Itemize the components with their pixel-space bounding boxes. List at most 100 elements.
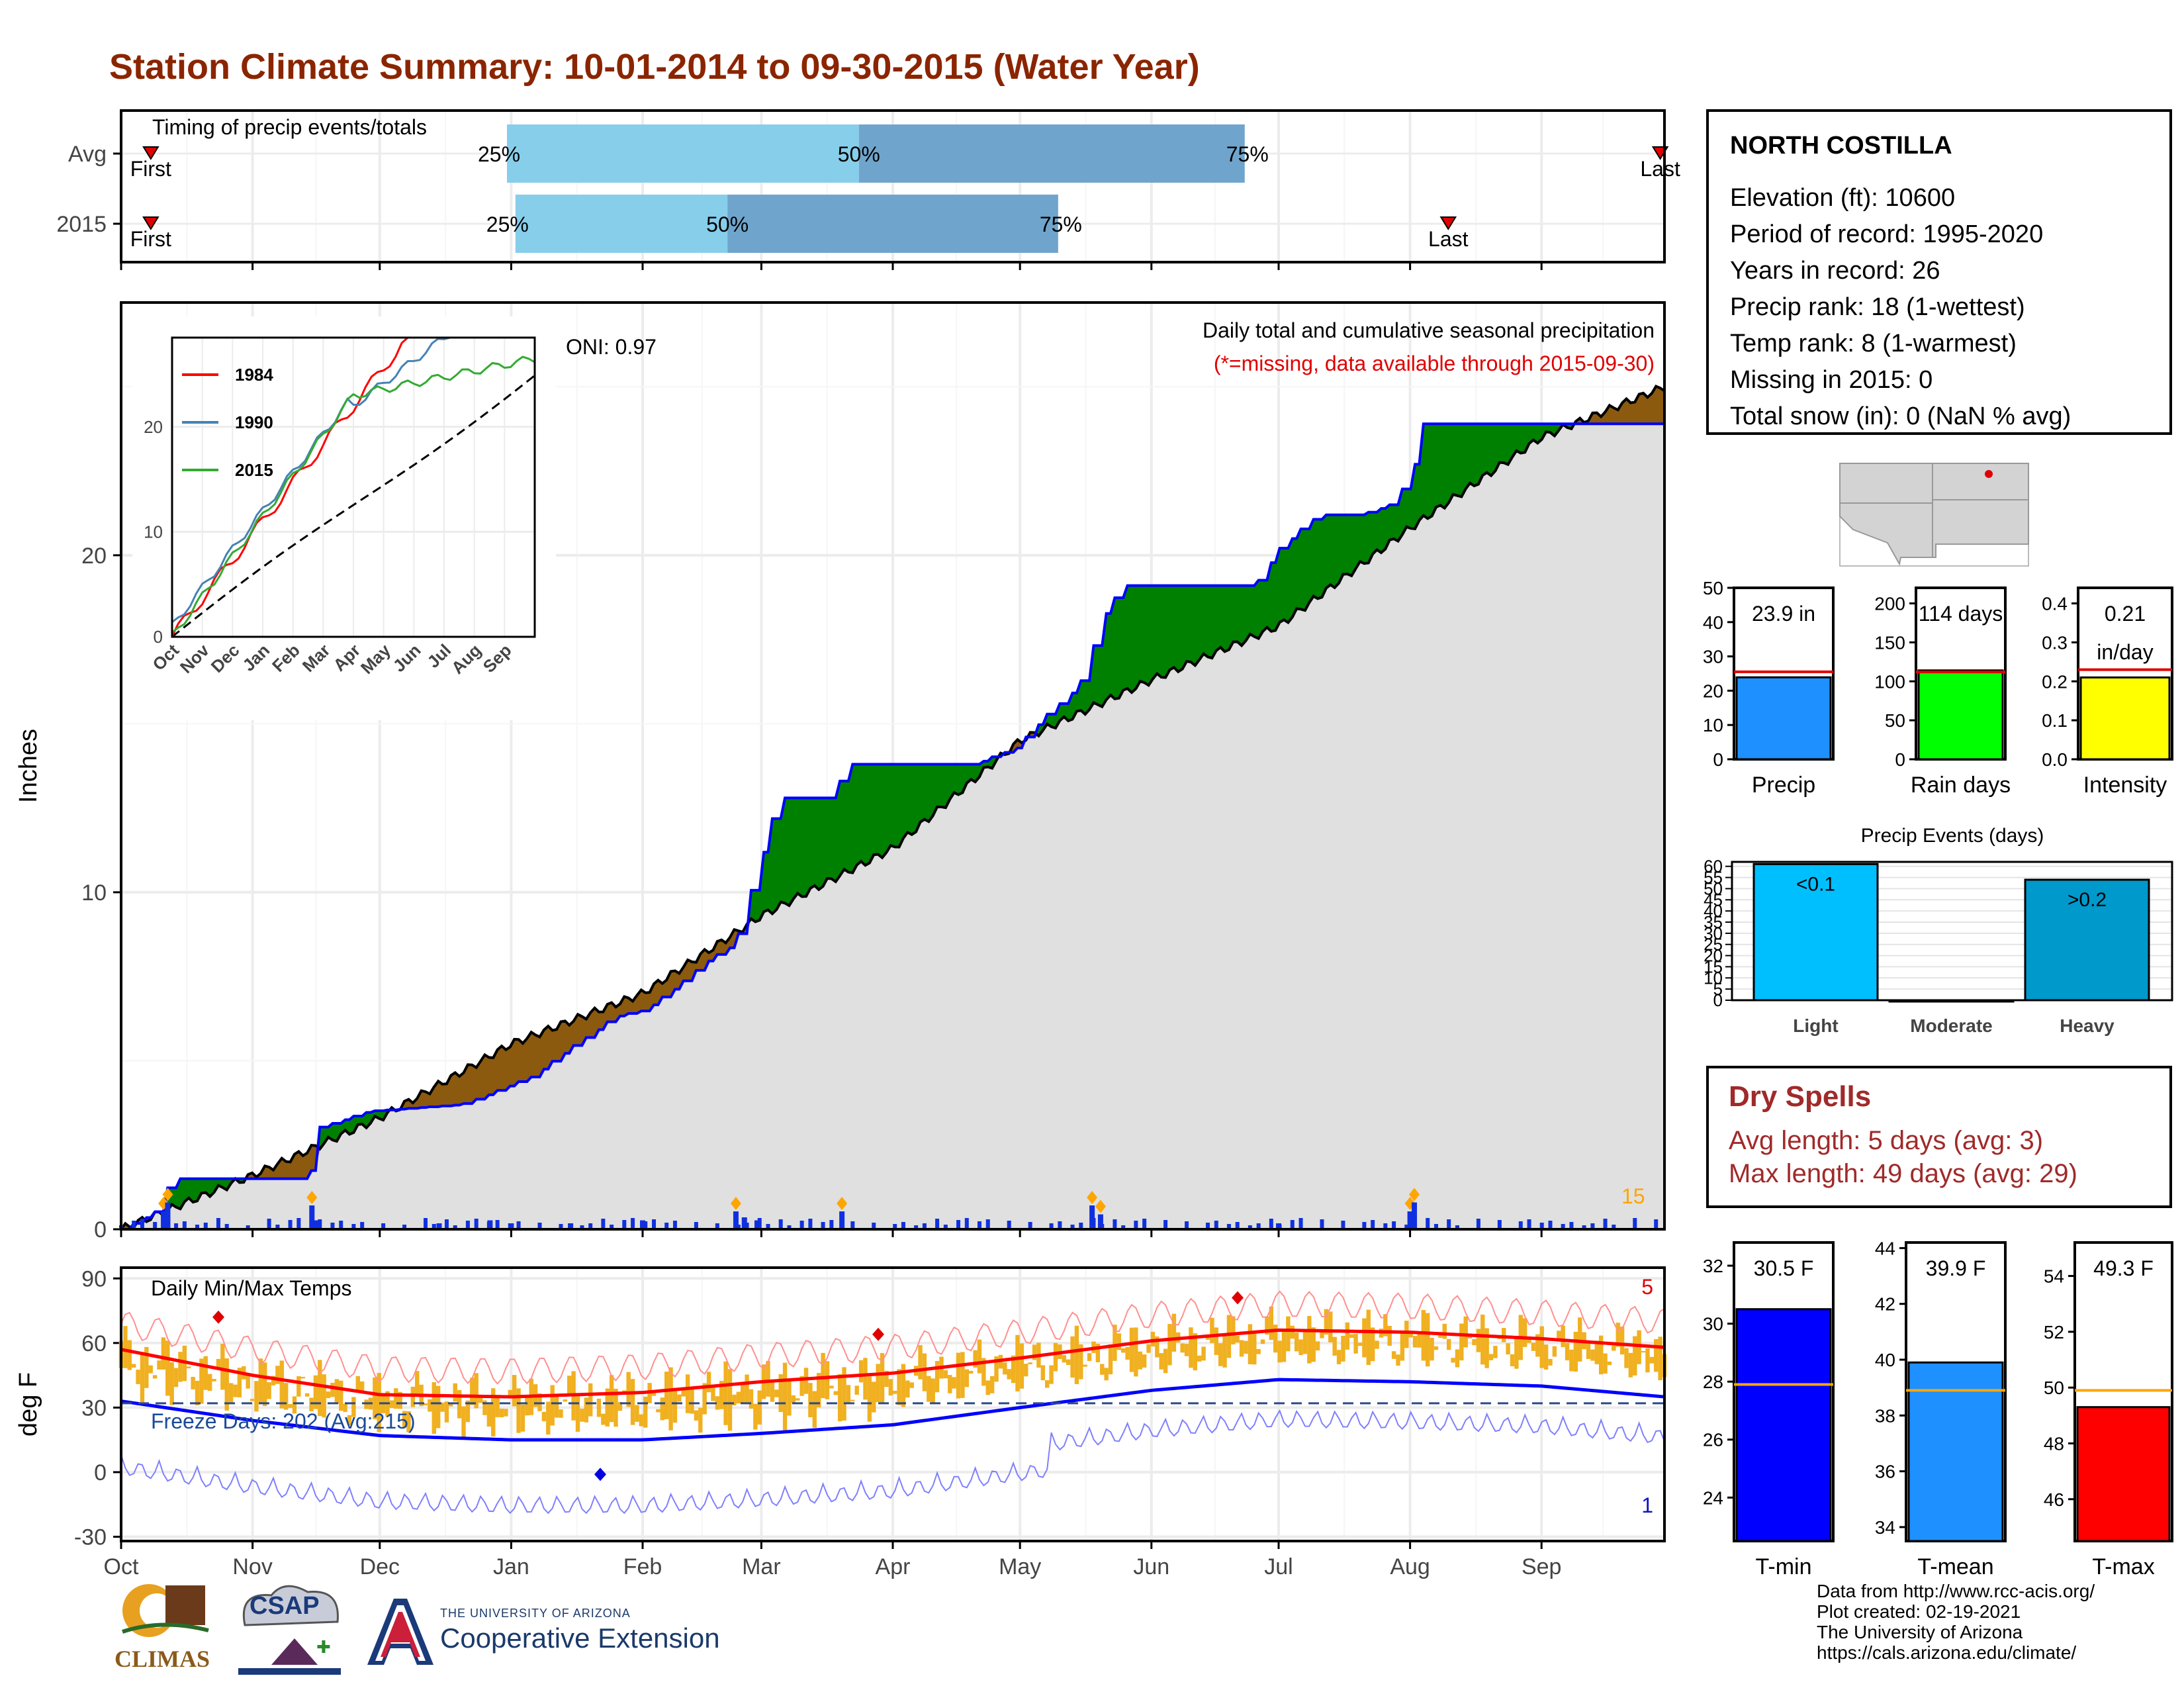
daily-temp-range-bar bbox=[1138, 1351, 1142, 1370]
temp-summary-1-y-tick-label: 38 bbox=[1875, 1405, 1895, 1426]
daily-temp-range-bar bbox=[685, 1374, 690, 1413]
month-tick-label: Feb bbox=[623, 1554, 662, 1579]
temp-summary-2-y-tick-label: 54 bbox=[2044, 1266, 2064, 1287]
record-max-count: 5 bbox=[1641, 1275, 1653, 1299]
daily-precip-bar bbox=[465, 1221, 470, 1229]
daily-precip-bar bbox=[1256, 1223, 1261, 1229]
daily-temp-range-bar bbox=[656, 1409, 660, 1413]
daily-precip-bar bbox=[893, 1224, 897, 1229]
daily-precip-bar bbox=[1497, 1220, 1502, 1229]
daily-temp-range-bar bbox=[1015, 1335, 1020, 1391]
daily-temp-range-bar bbox=[994, 1356, 999, 1382]
daily-temp-range-bar bbox=[537, 1393, 542, 1411]
events-frame bbox=[1731, 861, 2173, 1002]
daily-precip-bar bbox=[943, 1225, 948, 1229]
temp-y-tick-label: -30 bbox=[74, 1524, 107, 1550]
daily-temp-range-bar bbox=[1290, 1325, 1295, 1339]
first-label: First bbox=[130, 157, 171, 181]
daily-temp-range-bar bbox=[263, 1362, 267, 1407]
daily-temp-range-bar bbox=[1391, 1351, 1396, 1359]
daily-temp-range-bar bbox=[178, 1352, 183, 1382]
daily-temp-range-bar bbox=[199, 1358, 204, 1404]
daily-temp-range-bar bbox=[1539, 1326, 1544, 1368]
daily-temp-range-bar bbox=[931, 1378, 935, 1403]
daily-precip-bar bbox=[1582, 1225, 1586, 1229]
daily-precip-bar bbox=[1590, 1223, 1595, 1229]
daily-temp-range-bar bbox=[660, 1397, 664, 1421]
daily-temp-range-bar bbox=[1565, 1342, 1570, 1361]
large-event-marker bbox=[1087, 1191, 1098, 1204]
daily-temp-range-bar bbox=[732, 1394, 737, 1406]
daily-temp-range-bar bbox=[727, 1369, 733, 1431]
record-high-marker bbox=[872, 1327, 884, 1341]
daily-temp-range-bar bbox=[799, 1376, 804, 1396]
daily-temp-range-bar bbox=[749, 1389, 754, 1409]
daily-temp-range-bar bbox=[1108, 1344, 1113, 1375]
month-tick-label: Apr bbox=[876, 1554, 911, 1579]
timing-label-50: 50% bbox=[838, 142, 880, 166]
daily-temp-range-bar bbox=[1226, 1315, 1232, 1358]
daily-temp-range-bar bbox=[478, 1395, 483, 1403]
daily-temp-range-bar bbox=[1561, 1325, 1565, 1348]
daily-temp-range-bar bbox=[1408, 1333, 1413, 1338]
daily-precip-bar bbox=[351, 1224, 356, 1229]
precip-summary-1-bar bbox=[1917, 669, 2004, 761]
csap-logo: ✚ bbox=[238, 1585, 341, 1675]
events-y-tick-label: 30 bbox=[1704, 923, 1723, 943]
large-event-marker bbox=[1095, 1199, 1106, 1213]
daily-temp-range-bar bbox=[1302, 1331, 1308, 1354]
daily-precip-bar bbox=[1028, 1222, 1032, 1229]
daily-temp-range-bar bbox=[698, 1407, 703, 1433]
daily-temp-range-bar bbox=[1298, 1339, 1303, 1356]
location-map bbox=[1839, 463, 2029, 567]
daily-temp-range-bar bbox=[1239, 1340, 1244, 1357]
daily-precip-bar bbox=[741, 1217, 747, 1229]
daily-temp-range-bar bbox=[1210, 1317, 1214, 1343]
daily-temp-range-bar bbox=[195, 1380, 200, 1405]
daily-temp-range-bar bbox=[1032, 1344, 1037, 1360]
daily-temp-range-bar bbox=[715, 1396, 720, 1410]
inset-average-line bbox=[171, 375, 535, 638]
daily-precip-bar bbox=[935, 1219, 940, 1229]
events-bar-light bbox=[1752, 863, 1879, 1002]
footer-university: The University of Arizona bbox=[1817, 1622, 2023, 1642]
precip-summary-0-category-label: Precip bbox=[1752, 773, 1815, 798]
daily-temp-range-bar bbox=[136, 1370, 140, 1384]
daily-temp-range-bar bbox=[1349, 1334, 1354, 1338]
daily-precip-bar bbox=[610, 1225, 614, 1229]
daily-temp-range-bar bbox=[753, 1403, 758, 1430]
daily-temp-range-bar bbox=[1476, 1329, 1481, 1352]
temp-summary-0-bar bbox=[1735, 1308, 1832, 1542]
daily-temp-range-bar bbox=[1502, 1328, 1506, 1342]
inset-legend-label: 1984 bbox=[235, 365, 273, 385]
precip-summary-0-value-label: 23.9 in bbox=[1752, 602, 1815, 626]
daily-temp-range-bar bbox=[1028, 1362, 1032, 1364]
daily-precip-bar bbox=[309, 1205, 315, 1229]
above-average-fill bbox=[121, 424, 1664, 1229]
daily-precip-bar bbox=[1548, 1221, 1553, 1229]
daily-temp-range-bar bbox=[491, 1388, 496, 1436]
daily-temp-range-bar bbox=[432, 1382, 436, 1434]
daily-temp-range-bar bbox=[377, 1373, 381, 1432]
daily-temp-range-bar bbox=[423, 1403, 428, 1406]
daily-temp-range-bar bbox=[796, 1398, 800, 1401]
temp-summary-0-y-tick-label: 30 bbox=[1703, 1314, 1723, 1335]
daily-temp-range-bar bbox=[1459, 1323, 1464, 1361]
daily-temp-range-bar bbox=[1370, 1327, 1375, 1362]
daily-temp-range-bar bbox=[351, 1397, 356, 1417]
timing-label-75: 75% bbox=[1040, 212, 1082, 236]
daily-temp-range-bar bbox=[1598, 1335, 1604, 1375]
daily-temp-range-bar bbox=[1265, 1316, 1269, 1335]
daily-temp-range-bar bbox=[846, 1385, 851, 1403]
daily-precip-bar bbox=[486, 1222, 491, 1229]
daily-temp-range-bar bbox=[435, 1385, 441, 1429]
events-y-tick-label: 50 bbox=[1704, 878, 1723, 898]
daily-precip-bar bbox=[1654, 1219, 1659, 1229]
daily-temp-range-bar bbox=[1387, 1325, 1392, 1346]
daily-precip-bar bbox=[1290, 1220, 1295, 1229]
daily-precip-bar bbox=[977, 1221, 981, 1229]
daily-temp-range-bar bbox=[867, 1376, 872, 1422]
daily-temp-range-bar bbox=[1193, 1333, 1198, 1371]
daily-temp-range-bar bbox=[960, 1352, 965, 1398]
daily-temp-range-bar bbox=[766, 1360, 770, 1397]
